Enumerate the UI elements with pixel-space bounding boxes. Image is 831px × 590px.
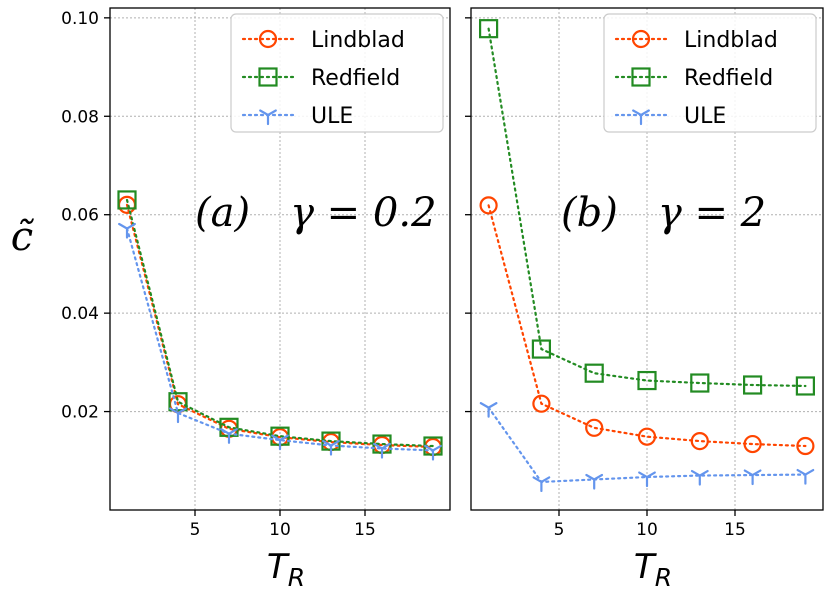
x-axis-label: TR xyxy=(634,547,672,590)
data-point-ule xyxy=(118,222,136,239)
y-tick-label: 0.10 xyxy=(61,9,99,29)
legend-label: Lindblad xyxy=(311,28,405,53)
y-tick-label: 0.02 xyxy=(61,403,99,423)
data-point-lindblad xyxy=(690,431,709,451)
data-point-redfield xyxy=(742,375,763,395)
panel-annotation: (a) γ = 0.2 xyxy=(195,190,437,236)
legend-box xyxy=(603,13,817,133)
data-point-lindblad xyxy=(743,434,762,454)
legend: Lindblad Redfield ULE xyxy=(603,13,817,133)
panel-b: 5 10 15 TR (b) γ = 2 Lindblad Redfield ULE xyxy=(465,7,824,590)
data-point-lindblad xyxy=(479,196,498,215)
x-tick-label: 5 xyxy=(554,520,565,540)
legend-label: Lindblad xyxy=(684,28,778,53)
y-tick-label: 0.06 xyxy=(61,206,99,226)
panel-a: 5 10 15 0.02 0.04 0.06 0.08 0.10 TR (a) γ = 0.2 Lin… xyxy=(61,7,451,590)
x-tick-label: 10 xyxy=(269,520,291,540)
series-line-lindblad xyxy=(487,204,807,448)
data-point-redfield xyxy=(531,339,552,359)
legend-box xyxy=(230,13,444,133)
x-tick-label: 15 xyxy=(724,520,746,540)
legend-marker xyxy=(631,67,651,87)
panel-annotation: (b) γ = 2 xyxy=(561,190,766,236)
y-tick-label: 0.08 xyxy=(61,107,99,127)
legend-marker xyxy=(632,109,650,126)
data-point-redfield xyxy=(479,19,499,39)
data-point-lindblad xyxy=(796,436,815,456)
data-point-ule xyxy=(220,428,238,444)
legend-label: Redfield xyxy=(684,66,773,91)
legend-marker xyxy=(258,29,278,49)
y-axis-label: c̃ xyxy=(11,214,34,260)
data-point-ule xyxy=(424,444,442,461)
legend-label: Redfield xyxy=(311,66,400,91)
x-tick-label: 5 xyxy=(190,520,201,540)
data-point-ule xyxy=(743,469,762,486)
legend-marker xyxy=(259,109,277,126)
series-line-lindblad xyxy=(125,203,435,449)
legend: Lindblad Redfield ULE xyxy=(230,13,444,133)
data-point-ule xyxy=(532,476,551,493)
legend-marker xyxy=(631,29,651,49)
data-point-ule xyxy=(479,402,498,418)
x-axis-label: TR xyxy=(267,547,305,590)
data-point-ule xyxy=(322,439,340,456)
data-point-ule xyxy=(373,442,391,459)
data-point-redfield xyxy=(584,363,604,383)
legend-marker xyxy=(258,67,278,87)
x-tick-label: 15 xyxy=(354,520,376,540)
data-point-ule xyxy=(690,469,709,486)
data-point-redfield xyxy=(117,190,137,210)
series-line-redfield xyxy=(125,198,435,448)
data-point-ule xyxy=(638,471,656,488)
data-point-ule xyxy=(169,407,187,424)
legend-label: ULE xyxy=(311,104,353,129)
y-tick-label: 0.04 xyxy=(61,304,99,324)
data-point-ule xyxy=(585,473,604,490)
x-tick-label: 10 xyxy=(636,520,658,540)
legend-label: ULE xyxy=(684,104,726,129)
data-point-ule xyxy=(271,434,289,451)
series-line-redfield xyxy=(487,27,807,388)
data-point-lindblad xyxy=(532,394,551,413)
data-point-redfield xyxy=(637,370,657,391)
data-point-lindblad xyxy=(637,427,657,446)
data-point-ule xyxy=(796,468,815,485)
data-point-redfield xyxy=(690,373,710,393)
data-point-redfield xyxy=(795,376,816,396)
data-point-lindblad xyxy=(585,418,604,437)
